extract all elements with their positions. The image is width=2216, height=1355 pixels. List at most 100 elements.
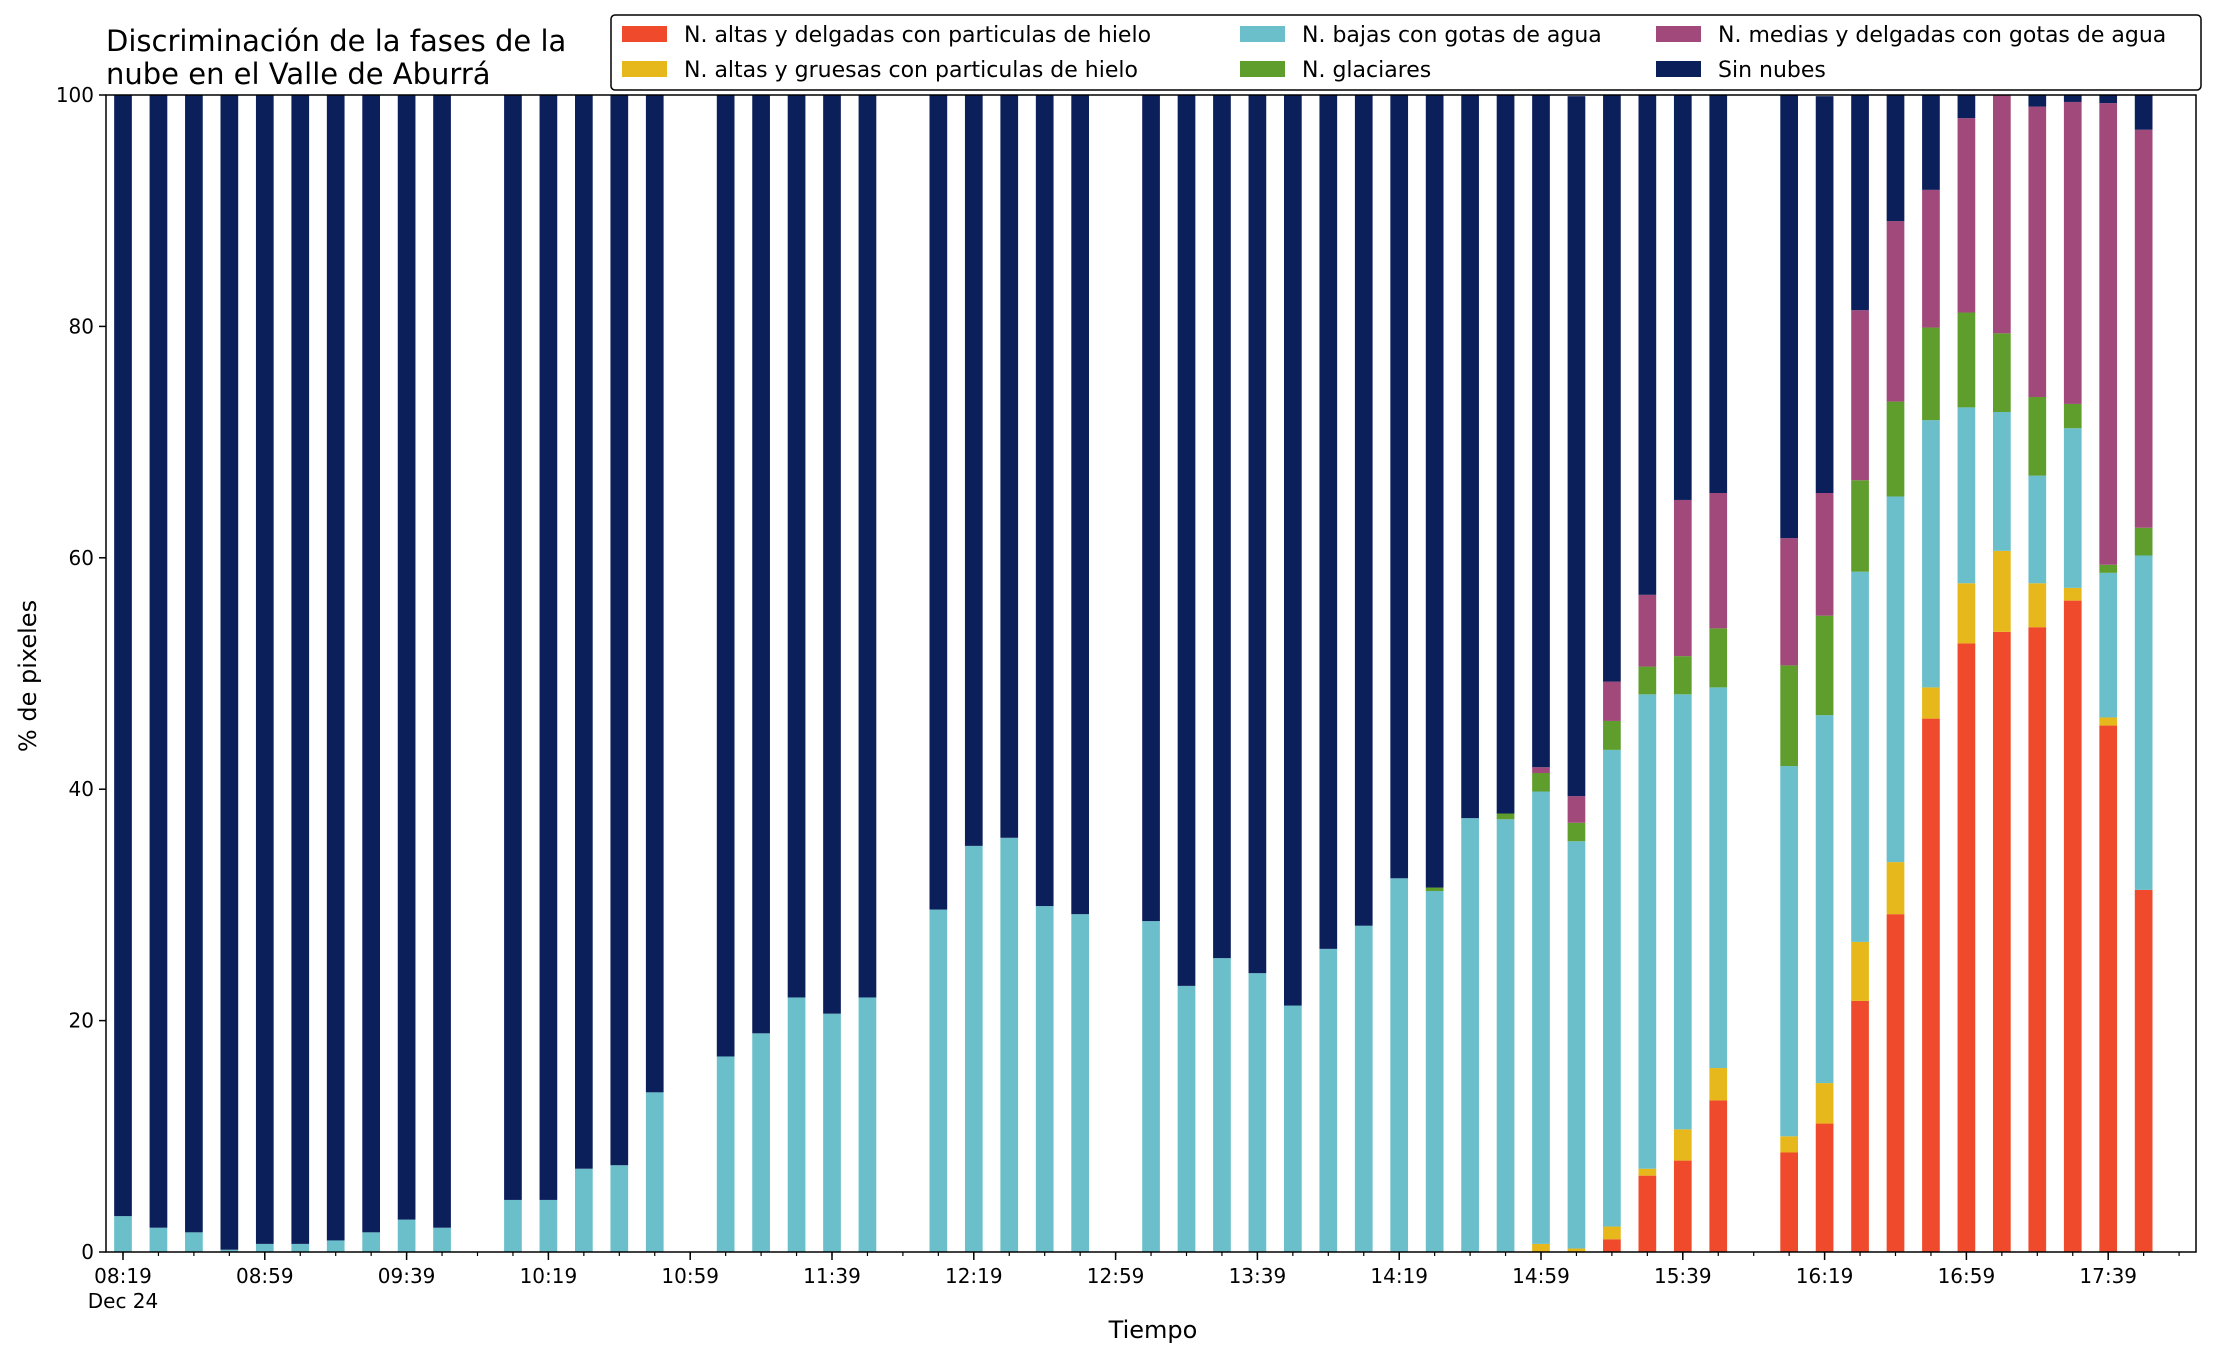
y-tick-label-40: 40	[69, 777, 94, 801]
bar-segment-s1-b37	[1567, 1248, 1586, 1252]
bar-segment-s4-b47	[1957, 118, 1976, 313]
bar-segment-s5-b36	[1532, 95, 1550, 768]
bar-segment-s5-b19	[858, 95, 877, 998]
bar-segment-s5-b9	[433, 95, 451, 1228]
bar-segment-s3-b41	[1709, 628, 1728, 688]
bar-segment-s2-b2	[185, 1232, 203, 1252]
bar-segment-s5-b47	[1957, 95, 1976, 119]
bar-segment-s5-b15	[716, 95, 735, 1057]
bar-segment-s2-b34	[1461, 818, 1479, 1253]
bar-segment-s5-b52	[2134, 95, 2153, 130]
bar-segment-s4-b49	[2028, 106, 2047, 397]
bar-segment-s2-b16	[752, 1033, 770, 1252]
bar-segment-s5-b23	[1035, 95, 1054, 907]
x-tick-label-13:39: 13:39	[1229, 1264, 1287, 1288]
bar-segment-s1-b51	[2099, 717, 2118, 726]
bar-segment-s2-b47	[1957, 407, 1976, 584]
bar-segment-s4-b52	[2134, 129, 2153, 528]
x-tick-sublabel: Dec 24	[88, 1289, 159, 1313]
legend-swatch-3	[1240, 61, 1285, 77]
x-tick-label-08:19: 08:19	[94, 1264, 152, 1288]
bar-segment-s0-b47	[1957, 643, 1976, 1252]
bar-segment-s1-b38	[1603, 1226, 1621, 1240]
bar-segment-s0-b50	[2063, 600, 2082, 1252]
legend-swatch-4	[1656, 26, 1701, 42]
x-tick-label-12:59: 12:59	[1087, 1264, 1145, 1288]
bar-segment-s5-b14	[645, 95, 664, 1093]
bar-segment-s5-b51	[2099, 95, 2118, 104]
bar-segment-s2-b42	[1780, 766, 1798, 1137]
bar-segment-s2-b20	[929, 909, 948, 1252]
bar-segment-s2-b41	[1709, 687, 1728, 1069]
bar-segment-s2-b10	[504, 1199, 522, 1252]
bar-segment-s3-b42	[1780, 665, 1798, 767]
legend-swatch-0	[622, 26, 667, 42]
bar-segment-s0-b51	[2099, 725, 2118, 1252]
bar-segment-s2-b25	[1142, 921, 1160, 1252]
legend: N. altas y delgadas con particulas de hi…	[610, 14, 2202, 91]
bar-segment-s5-b39	[1638, 95, 1657, 595]
bar-segment-s5-b21	[964, 95, 983, 846]
bar-segment-s3-b33	[1425, 887, 1444, 892]
bar-segment-s5-b33	[1425, 95, 1444, 888]
bar-segment-s1-b44	[1851, 941, 1869, 1001]
bar-segment-s3-b40	[1673, 656, 1692, 695]
bar-segment-s2-b48	[1993, 412, 2011, 551]
bar-segment-s4-b51	[2099, 103, 2118, 565]
legend-frame	[610, 14, 2202, 91]
bar-segment-s5-b5	[291, 95, 310, 1244]
bar-segment-s2-b13	[610, 1165, 629, 1252]
x-tick-label-09:39: 09:39	[378, 1264, 436, 1288]
bar-segment-s2-b46	[1922, 420, 1940, 688]
bar-segment-s2-b15	[716, 1056, 735, 1252]
bar-segment-s4-b41	[1709, 493, 1728, 629]
bar-segment-s5-b12	[575, 95, 593, 1169]
bar-segment-s3-b43	[1815, 615, 1834, 716]
x-tick-label-14:19: 14:19	[1370, 1264, 1428, 1288]
bar-segment-s2-b3	[220, 1249, 239, 1252]
bar-segment-s4-b50	[2063, 101, 2082, 404]
bar-segment-s5-b40	[1673, 95, 1692, 500]
y-tick-label-20: 20	[69, 1009, 94, 1033]
legend-swatch-5	[1656, 61, 1701, 77]
bar-segment-s1-b36	[1532, 1243, 1550, 1252]
bar-segment-s0-b48	[1993, 631, 2011, 1252]
bar-segment-s2-b9	[433, 1227, 451, 1252]
bar-segment-s2-b32	[1390, 878, 1409, 1252]
chart-title-line-2: nube en el Valle de Aburrá	[106, 57, 491, 91]
bar-segment-s2-b38	[1603, 749, 1621, 1227]
bar-segment-s5-b8	[397, 95, 416, 1220]
bar-segment-s3-b47	[1957, 312, 1976, 408]
bar-segment-s0-b44	[1851, 1000, 1869, 1252]
bar-segment-s2-b28	[1248, 973, 1267, 1252]
bar-segment-s2-b33	[1425, 891, 1444, 1252]
bar-segment-s5-b22	[1000, 95, 1019, 838]
bar-segment-s1-b40	[1673, 1129, 1692, 1161]
bar-segment-s1-b50	[2063, 587, 2082, 601]
bar-segment-s1-b42	[1780, 1136, 1798, 1153]
bar-segment-s5-b30	[1319, 95, 1338, 949]
bar-segment-s2-b45	[1886, 496, 1905, 863]
bar-segment-s5-b27	[1213, 95, 1231, 959]
bar-segment-s5-b26	[1177, 95, 1196, 986]
bar-segment-s2-b40	[1673, 694, 1692, 1130]
bar-segment-s5-b45	[1886, 95, 1905, 222]
bar-segment-s2-b1	[149, 1227, 168, 1252]
legend-label-1: N. altas y gruesas con particulas de hie…	[684, 58, 1138, 83]
bar-segment-s2-b26	[1177, 985, 1196, 1252]
bar-segment-s0-b43	[1815, 1123, 1834, 1252]
bar-segment-s4-b40	[1673, 499, 1692, 657]
legend-label-3: N. glaciares	[1302, 58, 1431, 83]
bar-segment-s5-b35	[1496, 95, 1515, 814]
bar-segment-s4-b36	[1532, 767, 1550, 774]
x-axis-label: Tiempo	[1108, 1316, 1198, 1344]
bar-segment-s5-b1	[149, 95, 168, 1228]
bar-segment-s2-b4	[255, 1243, 274, 1252]
bar-segment-s0-b45	[1886, 914, 1905, 1252]
bar-segment-s5-b17	[787, 95, 806, 998]
bar-segment-s4-b46	[1922, 189, 1940, 328]
bar-segment-s0-b46	[1922, 718, 1940, 1252]
x-tick-label-16:19: 16:19	[1796, 1264, 1854, 1288]
bar-segment-s3-b36	[1532, 773, 1550, 792]
